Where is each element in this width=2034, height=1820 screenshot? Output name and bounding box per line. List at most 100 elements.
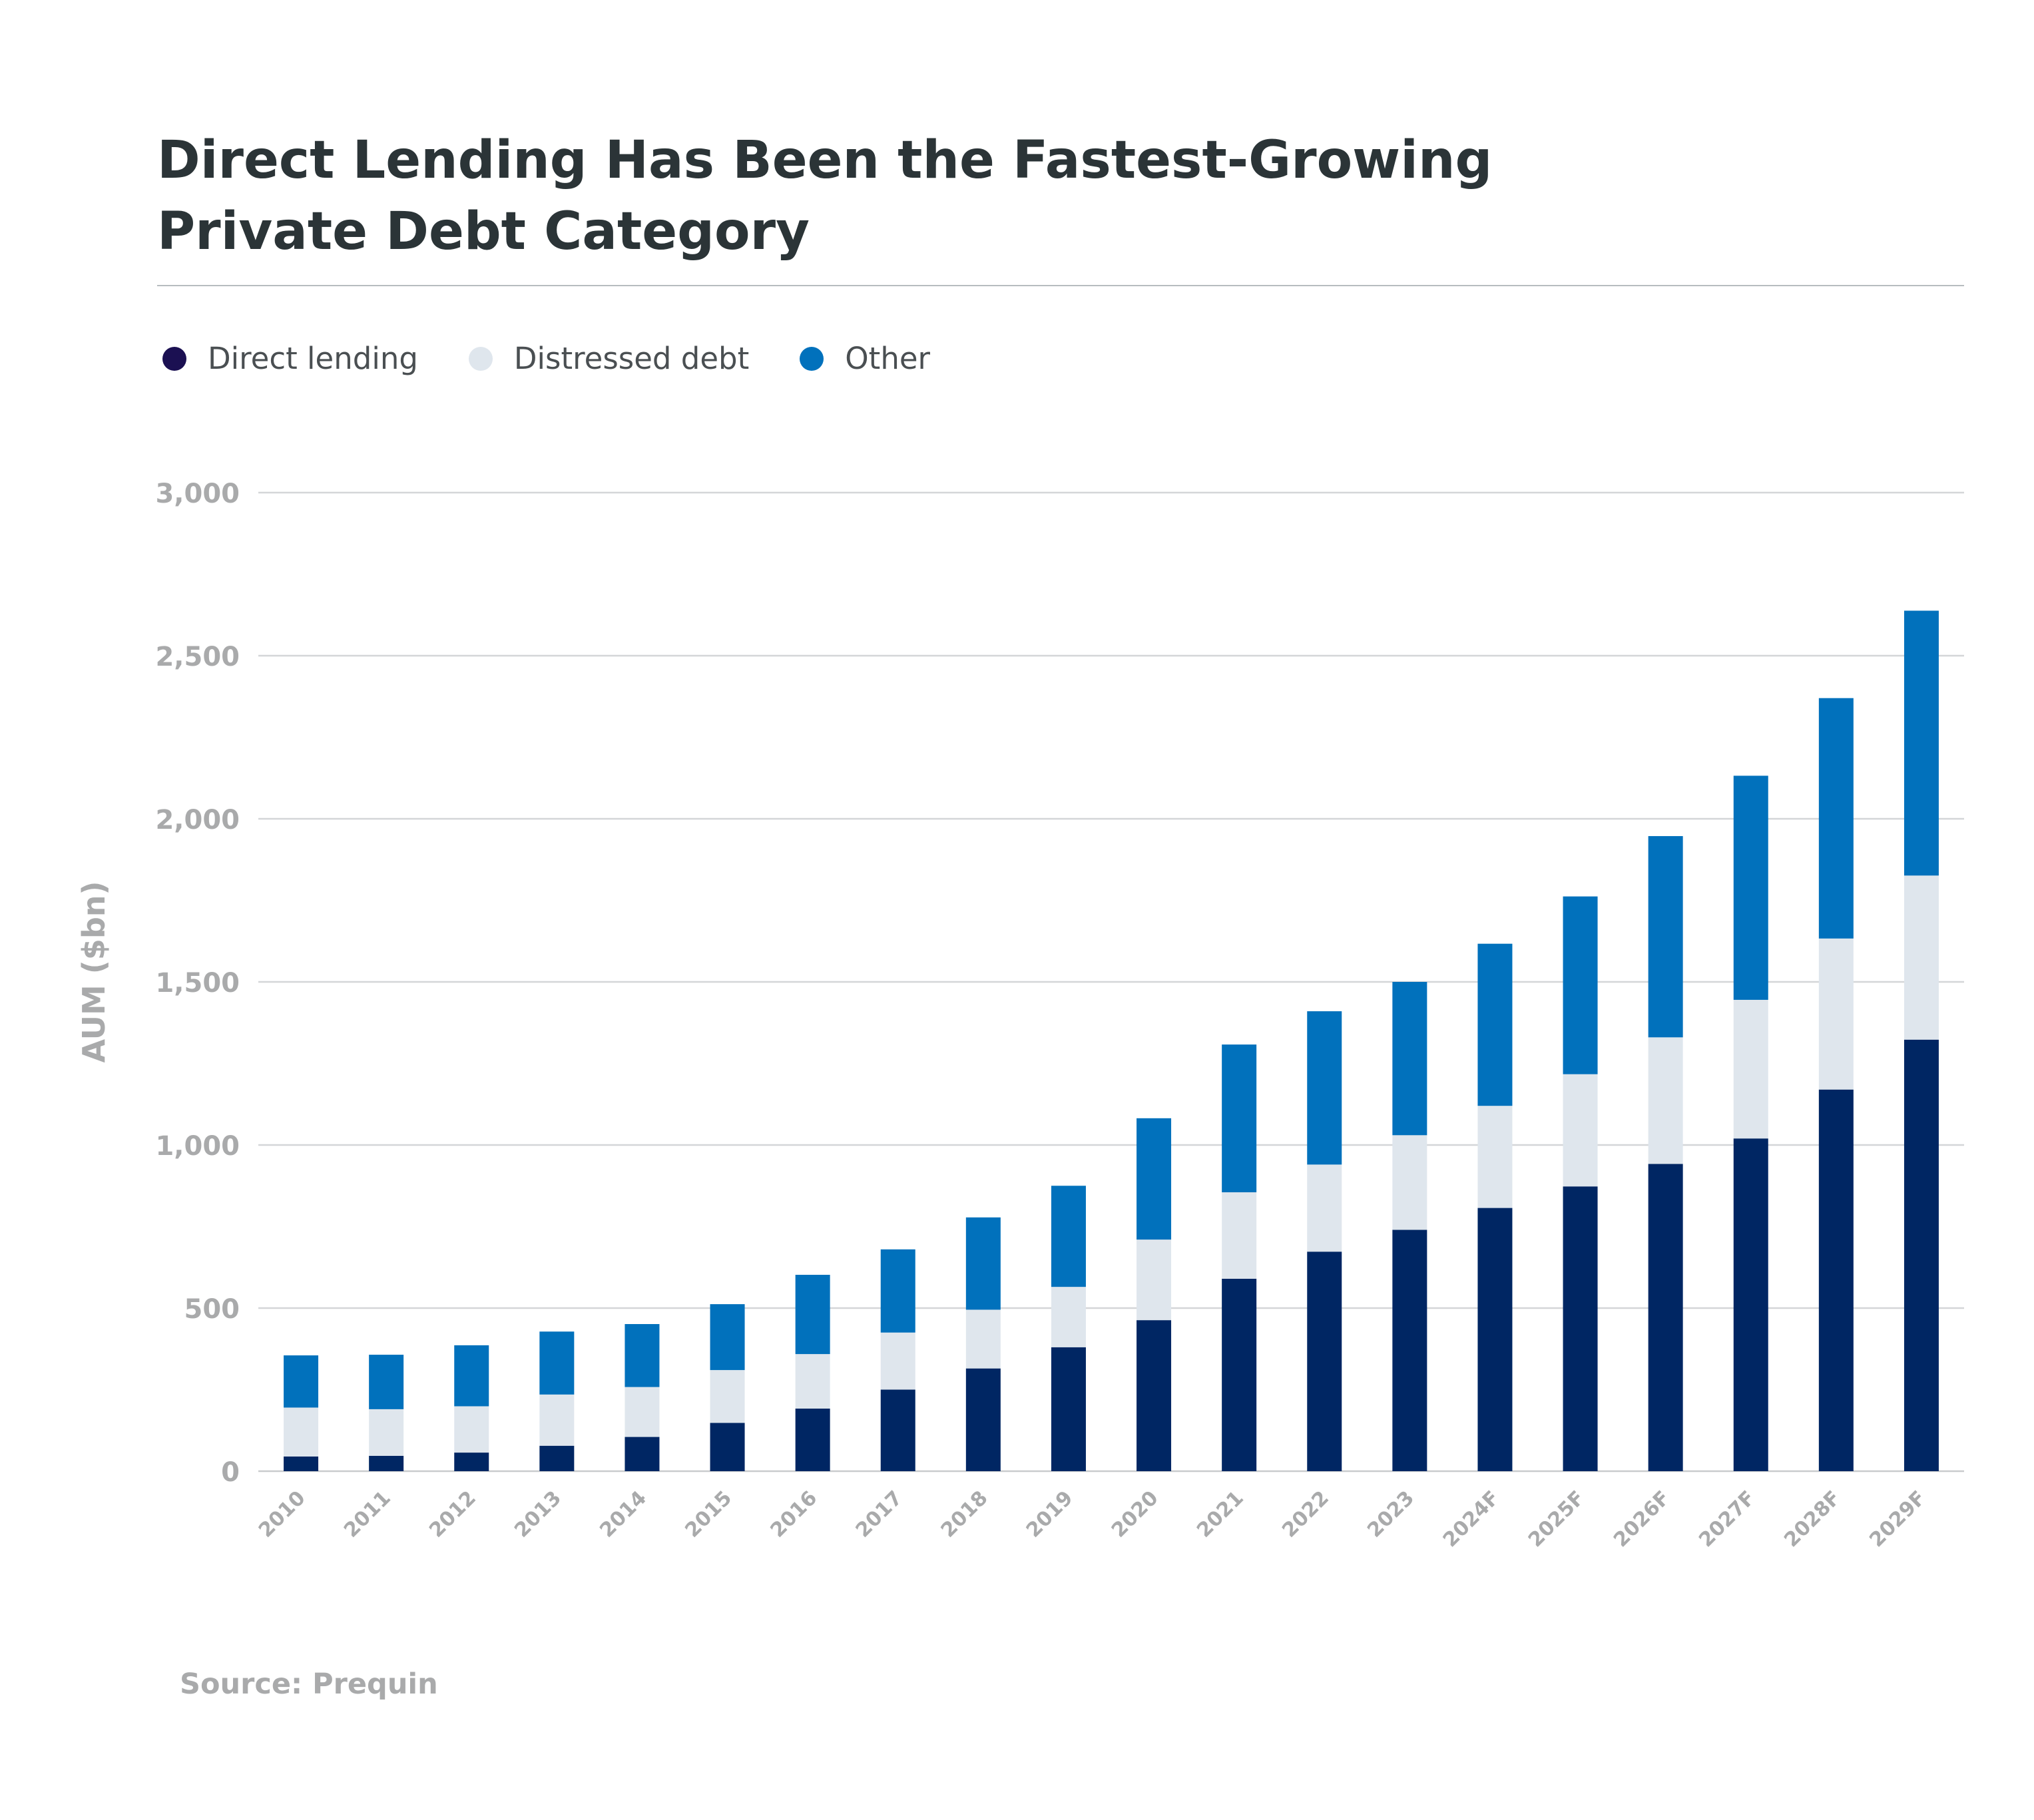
x-tick-label: 2019 bbox=[1022, 1486, 1078, 1542]
bar-direct-lending bbox=[1733, 1138, 1768, 1471]
bar-direct-lending bbox=[1818, 1089, 1854, 1471]
bar-other bbox=[1648, 835, 1683, 1038]
bar-other bbox=[795, 1275, 830, 1355]
legend-label-other: Other bbox=[845, 341, 931, 376]
y-tick-label: 1,500 bbox=[155, 968, 240, 999]
legend-swatch-other bbox=[800, 346, 824, 371]
bar-other bbox=[625, 1324, 660, 1387]
bar-distressed-debt bbox=[965, 1309, 1001, 1369]
x-tick-label: 2028F bbox=[1780, 1486, 1845, 1552]
bar-direct-lending bbox=[1648, 1164, 1683, 1471]
x-tick-label: 2022 bbox=[1278, 1486, 1334, 1542]
bar-distressed-debt bbox=[1818, 938, 1854, 1090]
bars bbox=[284, 610, 1939, 1471]
bar-direct-lending bbox=[454, 1453, 489, 1471]
bar-other bbox=[1818, 698, 1854, 939]
source-note: Source: Prequin bbox=[180, 1668, 438, 1701]
bar-other bbox=[539, 1331, 575, 1395]
title-divider bbox=[157, 285, 1964, 286]
bar-distressed-debt bbox=[1733, 999, 1768, 1139]
bar-other bbox=[1222, 1044, 1257, 1193]
legend-item-distressed-debt: Distressed debt bbox=[468, 341, 750, 376]
bar-distressed-debt bbox=[1392, 1135, 1427, 1230]
x-tick-label: 2018 bbox=[937, 1486, 993, 1542]
bar-direct-lending bbox=[369, 1455, 404, 1471]
bar-direct-lending bbox=[1051, 1347, 1086, 1471]
x-tick-label: 2012 bbox=[425, 1486, 481, 1542]
bar-distressed-debt bbox=[710, 1370, 745, 1423]
bar-distressed-debt bbox=[539, 1394, 575, 1446]
bar-distressed-debt bbox=[1222, 1192, 1257, 1279]
bar-other bbox=[1051, 1186, 1086, 1287]
bar-direct-lending bbox=[1222, 1278, 1257, 1471]
gridlines bbox=[258, 491, 1964, 1473]
bar-distressed-debt bbox=[1477, 1106, 1513, 1208]
bar-direct-lending bbox=[625, 1437, 660, 1471]
x-tick-label: 2015 bbox=[680, 1486, 736, 1542]
chart-title-line-1: Direct Lending Has Been the Fastest-Grow… bbox=[157, 130, 1493, 190]
y-tick-label: 500 bbox=[184, 1294, 240, 1325]
bar-distressed-debt bbox=[454, 1406, 489, 1453]
bar-other bbox=[1307, 1011, 1342, 1165]
x-tick-label: 2025F bbox=[1524, 1486, 1589, 1552]
x-tick-label: 2021 bbox=[1192, 1486, 1248, 1542]
bar-direct-lending bbox=[710, 1423, 745, 1471]
bar-distressed-debt bbox=[795, 1354, 830, 1409]
bar-other bbox=[710, 1304, 745, 1371]
bar-other bbox=[284, 1355, 319, 1408]
y-axis-ticks: 0 500 1,000 1,500 2,000 2,500 3,000 bbox=[155, 479, 240, 1488]
bar-other bbox=[454, 1345, 489, 1407]
x-tick-label: 2023 bbox=[1363, 1486, 1419, 1542]
bar-direct-lending bbox=[1307, 1251, 1342, 1471]
bar-direct-lending bbox=[1392, 1230, 1427, 1471]
chart-legend: Direct lending Distressed debt Other bbox=[162, 341, 981, 376]
bar-other bbox=[1733, 776, 1768, 1000]
y-tick-label: 3,000 bbox=[155, 479, 240, 509]
y-tick-label: 2,000 bbox=[155, 805, 240, 835]
x-tick-label: 2020 bbox=[1107, 1486, 1163, 1542]
bar-other bbox=[1477, 943, 1513, 1106]
bar-distressed-debt bbox=[1563, 1074, 1598, 1187]
y-tick-label: 0 bbox=[221, 1457, 240, 1488]
legend-label-direct-lending: Direct lending bbox=[208, 341, 418, 376]
legend-label-distressed-debt: Distressed debt bbox=[513, 341, 750, 376]
bar-other bbox=[369, 1355, 404, 1409]
bar-distressed-debt bbox=[369, 1409, 404, 1456]
bar-direct-lending bbox=[880, 1389, 915, 1471]
x-tick-label: 2014 bbox=[595, 1486, 651, 1542]
bar-other bbox=[880, 1249, 915, 1333]
bar-distressed-debt bbox=[1051, 1287, 1086, 1347]
legend-swatch-direct-lending bbox=[162, 346, 186, 371]
bar-direct-lending bbox=[1477, 1208, 1513, 1471]
x-tick-label: 2029F bbox=[1865, 1486, 1930, 1552]
x-tick-label: 2017 bbox=[852, 1486, 907, 1542]
x-tick-label: 2024F bbox=[1439, 1486, 1504, 1552]
legend-swatch-distressed-debt bbox=[468, 346, 493, 371]
bar-distressed-debt bbox=[1904, 875, 1939, 1040]
x-tick-label: 2016 bbox=[766, 1486, 822, 1542]
bar-other bbox=[1137, 1118, 1172, 1240]
x-tick-label: 2011 bbox=[340, 1486, 395, 1542]
bar-distressed-debt bbox=[1648, 1037, 1683, 1164]
bar-distressed-debt bbox=[1137, 1240, 1172, 1321]
x-tick-label: 2010 bbox=[254, 1486, 310, 1542]
legend-item-other: Other bbox=[800, 341, 930, 376]
bar-other bbox=[1563, 896, 1598, 1074]
bar-distressed-debt bbox=[284, 1407, 319, 1457]
x-tick-label: 2026F bbox=[1609, 1486, 1674, 1552]
bar-direct-lending bbox=[795, 1408, 830, 1471]
bar-direct-lending bbox=[1137, 1320, 1172, 1471]
bar-distressed-debt bbox=[625, 1387, 660, 1437]
bar-distressed-debt bbox=[880, 1332, 915, 1390]
bar-direct-lending bbox=[1904, 1039, 1939, 1471]
chart-title-line-2: Private Debt Category bbox=[157, 202, 810, 262]
bar-direct-lending bbox=[539, 1445, 575, 1471]
legend-item-direct-lending: Direct lending bbox=[162, 341, 418, 376]
bar-distressed-debt bbox=[1307, 1164, 1342, 1252]
x-axis-ticks: 2010 2011 2012 2013 2014 2015 2016 2017 2018 2019… bbox=[254, 1486, 1931, 1552]
bar-other bbox=[965, 1217, 1001, 1310]
y-axis-label: AUM ($bn) bbox=[76, 881, 112, 1062]
x-tick-label: 2027F bbox=[1694, 1486, 1760, 1552]
bar-other bbox=[1392, 982, 1427, 1136]
